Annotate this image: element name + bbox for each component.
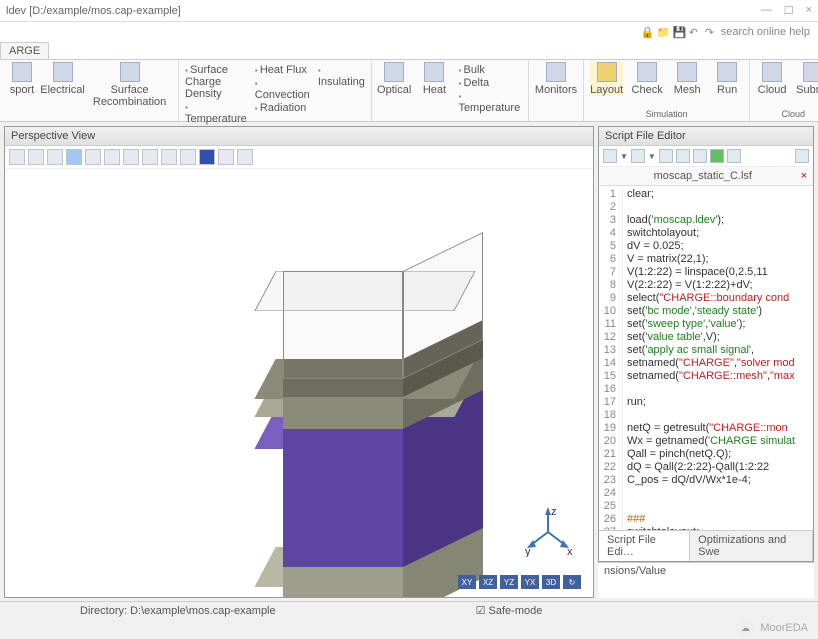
rotate-icon[interactable]: [66, 149, 82, 165]
run-button[interactable]: Run: [711, 62, 743, 96]
save-icon[interactable]: 💾: [673, 26, 685, 38]
monitors-button[interactable]: Monitors: [535, 62, 577, 96]
select-icon[interactable]: [9, 149, 25, 165]
undo-icon[interactable]: ↶: [689, 26, 701, 38]
quick-access-bar: 🔒 📁 💾 ↶ ↷ search online help: [0, 22, 818, 42]
ribbon-group-cloud: Cloud: [756, 107, 818, 119]
safe-mode-checkbox[interactable]: ☑ Safe-mode: [476, 604, 543, 617]
3d-viewport[interactable]: z y x XY XZ YZ YX 3D ↻: [5, 169, 593, 597]
titlebar: ldev [D:/example/mos.cap-example] — ☐ ×: [0, 0, 818, 22]
view-3d[interactable]: 3D: [542, 575, 560, 589]
close-tab-icon[interactable]: ×: [801, 170, 807, 182]
submit-button[interactable]: Submit: [796, 62, 818, 96]
run-script-icon[interactable]: [710, 149, 724, 163]
save-script-icon[interactable]: [659, 149, 673, 163]
status-directory: Directory: D:\example\mos.cap-example: [80, 605, 276, 617]
bc-list-3[interactable]: Insulating: [318, 62, 365, 88]
check-button[interactable]: Check: [631, 62, 663, 96]
pan-icon[interactable]: [47, 149, 63, 165]
view-title: Perspective View: [5, 127, 593, 146]
layout-button[interactable]: Layout: [590, 62, 623, 96]
axis-icon[interactable]: [237, 149, 253, 165]
bc-list-2[interactable]: Heat Flux Convection Radiation: [255, 62, 310, 114]
view-yz[interactable]: YZ: [500, 575, 518, 589]
script-editor-panel: Script File Editor ▼ ▼ moscap_static_C.l…: [598, 126, 814, 562]
ruler-icon[interactable]: [123, 149, 139, 165]
marker-icon[interactable]: [142, 149, 158, 165]
view-yx[interactable]: YX: [521, 575, 539, 589]
orientation-gizmo[interactable]: z y x: [523, 507, 573, 557]
ribbon: sport Electrical Surface Recombination S…: [0, 60, 818, 122]
cloud-button[interactable]: Cloud: [756, 62, 788, 96]
minimize-button[interactable]: —: [761, 4, 772, 17]
shade-icon[interactable]: [199, 149, 215, 165]
svg-text:y: y: [525, 546, 531, 557]
surface-recomb-button[interactable]: Surface Recombination: [87, 62, 172, 108]
dropdown-icon[interactable]: ▼: [648, 152, 656, 161]
import-button[interactable]: sport: [6, 62, 38, 96]
step-icon[interactable]: [727, 149, 741, 163]
grid-icon[interactable]: [218, 149, 234, 165]
redo-icon[interactable]: ↷: [705, 26, 717, 38]
view-xz[interactable]: XZ: [479, 575, 497, 589]
saveall-icon[interactable]: [676, 149, 690, 163]
optical-button[interactable]: Optical: [378, 62, 411, 96]
watermark: ☁ MoorEDA: [736, 619, 808, 637]
open-icon[interactable]: 📁: [657, 26, 669, 38]
view-preset-buttons: XY XZ YZ YX 3D ↻: [458, 575, 581, 589]
search-input[interactable]: search online help: [721, 26, 810, 38]
new-script-icon[interactable]: [603, 149, 617, 163]
ribbon-group-simulation: Simulation: [590, 107, 743, 119]
view-reset[interactable]: ↻: [563, 575, 581, 589]
dropdown-icon[interactable]: ▼: [620, 152, 628, 161]
script-toolbar: ▼ ▼: [599, 146, 813, 167]
svg-text:z: z: [551, 507, 557, 518]
zoom-icon[interactable]: [28, 149, 44, 165]
perspective-view-panel: Perspective View: [4, 126, 594, 598]
mesh-button[interactable]: Mesh: [671, 62, 703, 96]
watermark-icon: ☁: [736, 619, 754, 637]
ribbon-tabs: ARGE: [0, 42, 818, 60]
tab-optimizations[interactable]: Optimizations and Swe: [690, 531, 813, 561]
find-icon[interactable]: [693, 149, 707, 163]
fit-icon[interactable]: [85, 149, 101, 165]
svg-text:x: x: [567, 546, 573, 557]
window-title: ldev [D:/example/mos.cap-example]: [6, 5, 181, 17]
more-icon[interactable]: [795, 149, 809, 163]
maximize-button[interactable]: ☐: [784, 4, 794, 17]
electrical-button[interactable]: Electrical: [46, 62, 79, 96]
view-toolbar: [5, 146, 593, 169]
view-xy[interactable]: XY: [458, 575, 476, 589]
close-button[interactable]: ×: [806, 4, 812, 17]
wire-icon[interactable]: [180, 149, 196, 165]
ribbon-tab-charge[interactable]: ARGE: [0, 42, 49, 59]
home-icon[interactable]: [104, 149, 120, 165]
open-script-icon[interactable]: [631, 149, 645, 163]
bottom-tabs: Script File Edi… Optimizations and Swe: [599, 530, 813, 561]
box-icon[interactable]: [161, 149, 177, 165]
lock-icon[interactable]: 🔒: [641, 26, 653, 38]
code-editor[interactable]: 1clear;23load('moscap.ldev');4switchtola…: [599, 186, 813, 530]
tab-script-editor[interactable]: Script File Edi…: [599, 531, 690, 561]
lower-panel: nsions/Value: [598, 562, 814, 598]
script-title: Script File Editor: [599, 127, 813, 146]
heat-button[interactable]: Heat: [418, 62, 450, 96]
heat-list[interactable]: Bulk Delta Temperature: [458, 62, 521, 114]
script-file-tab[interactable]: moscap_static_C.lsf ×: [599, 167, 813, 186]
statusbar: Directory: D:\example\mos.cap-example ☑ …: [0, 601, 818, 619]
